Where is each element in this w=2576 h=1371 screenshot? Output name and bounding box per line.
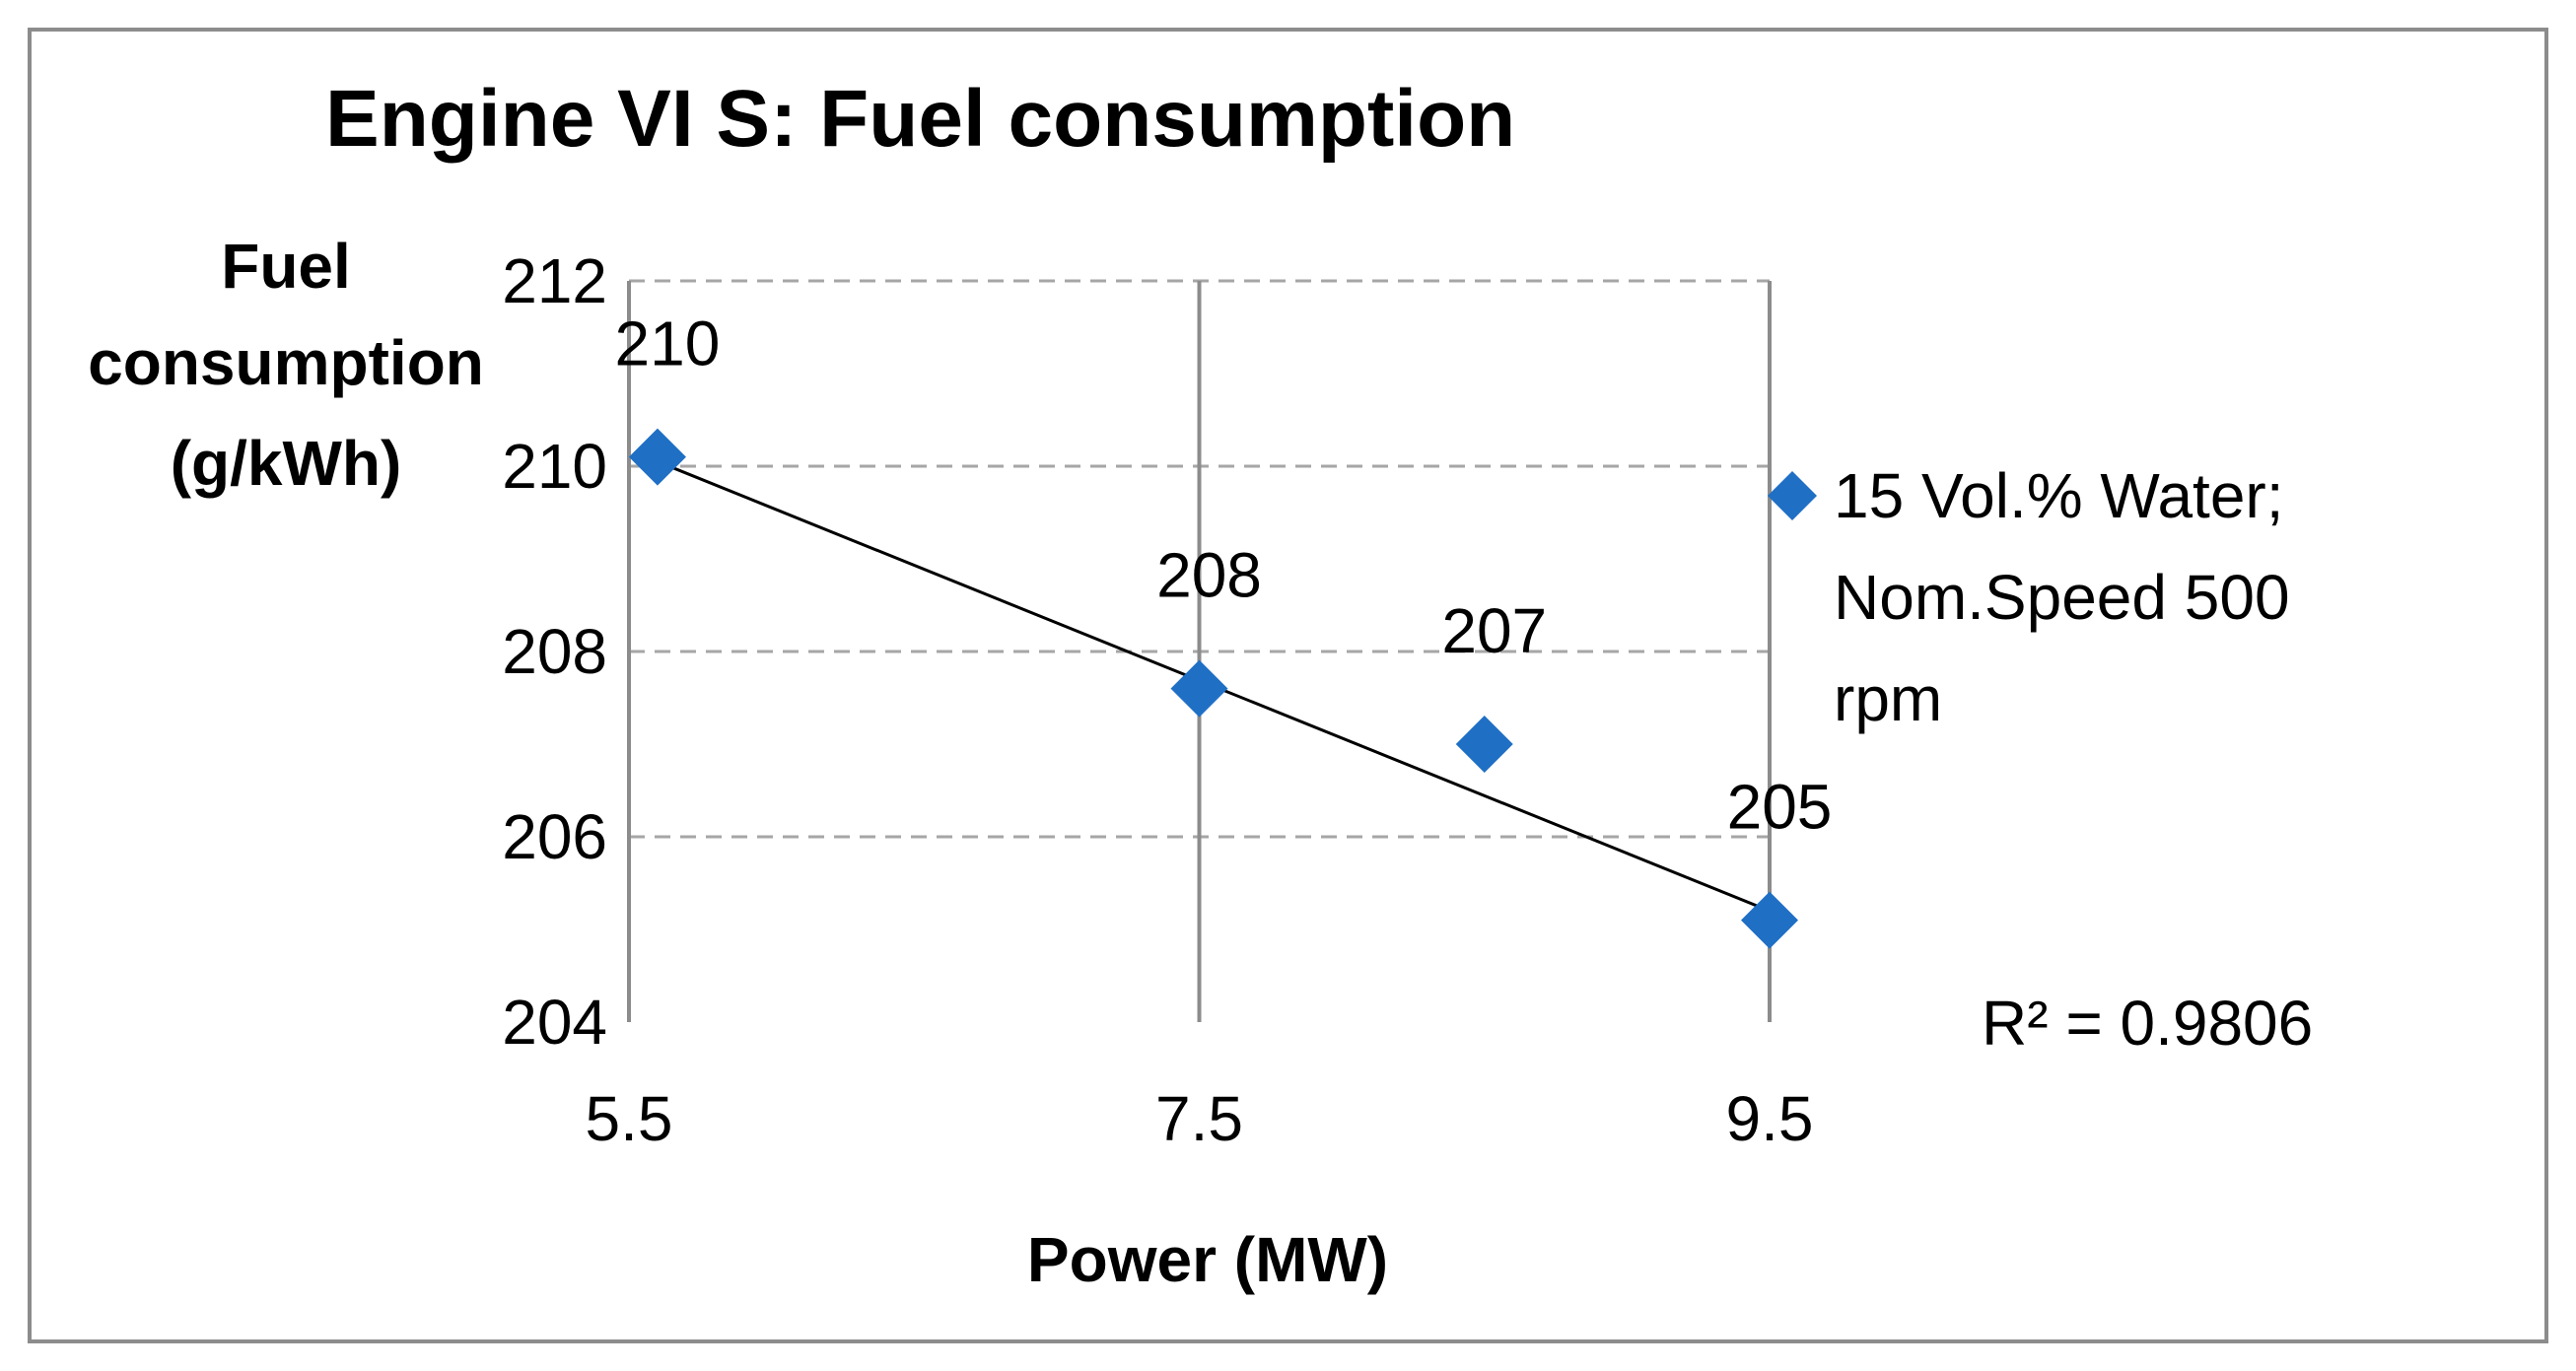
chart-frame — [28, 28, 2548, 1343]
legend-label-line-2: Nom.Speed 500 — [1834, 562, 2290, 633]
data-labels: 210 208 207 205 — [615, 308, 1833, 843]
y-axis-title-line-3: (g/kWh) — [171, 428, 402, 499]
x-tick-label: 7.5 — [1155, 1083, 1243, 1154]
data-label: 205 — [1727, 772, 1833, 843]
r-squared-label: R² = 0.9806 — [1982, 988, 2313, 1059]
y-tick-label: 208 — [502, 616, 607, 687]
y-axis-title-line-2: consumption — [88, 327, 484, 398]
y-axis-title: Fuel consumption (g/kWh) — [88, 231, 484, 499]
y-axis-title-line-1: Fuel — [221, 231, 351, 302]
x-axis-ticks: 5.5 7.5 9.5 — [586, 1083, 1814, 1154]
legend-label-line-1: 15 Vol.% Water; — [1834, 460, 2284, 531]
y-tick-label: 206 — [502, 801, 607, 872]
x-tick-label: 5.5 — [586, 1083, 673, 1154]
data-label: 207 — [1441, 595, 1547, 666]
y-axis-ticks: 204 206 208 210 212 — [502, 245, 607, 1058]
data-label: 210 — [615, 308, 721, 379]
legend-label-line-3: rpm — [1834, 663, 1942, 734]
legend: 15 Vol.% Water; Nom.Speed 500 rpm — [1768, 460, 2290, 734]
x-tick-label: 9.5 — [1726, 1083, 1814, 1154]
data-point — [1170, 659, 1228, 718]
grid — [627, 279, 1772, 1022]
data-point — [1741, 891, 1798, 949]
data-label: 208 — [1156, 540, 1262, 611]
chart-title: Engine VI S: Fuel consumption — [325, 74, 1515, 164]
x-axis-title: Power (MW) — [1027, 1224, 1388, 1295]
y-tick-label: 212 — [502, 245, 607, 316]
data-point — [1455, 716, 1513, 773]
data-point — [628, 428, 686, 486]
y-tick-label: 204 — [502, 987, 607, 1058]
data-points — [628, 428, 1798, 949]
legend-marker-diamond — [1768, 471, 1817, 520]
y-tick-label: 210 — [502, 431, 607, 502]
